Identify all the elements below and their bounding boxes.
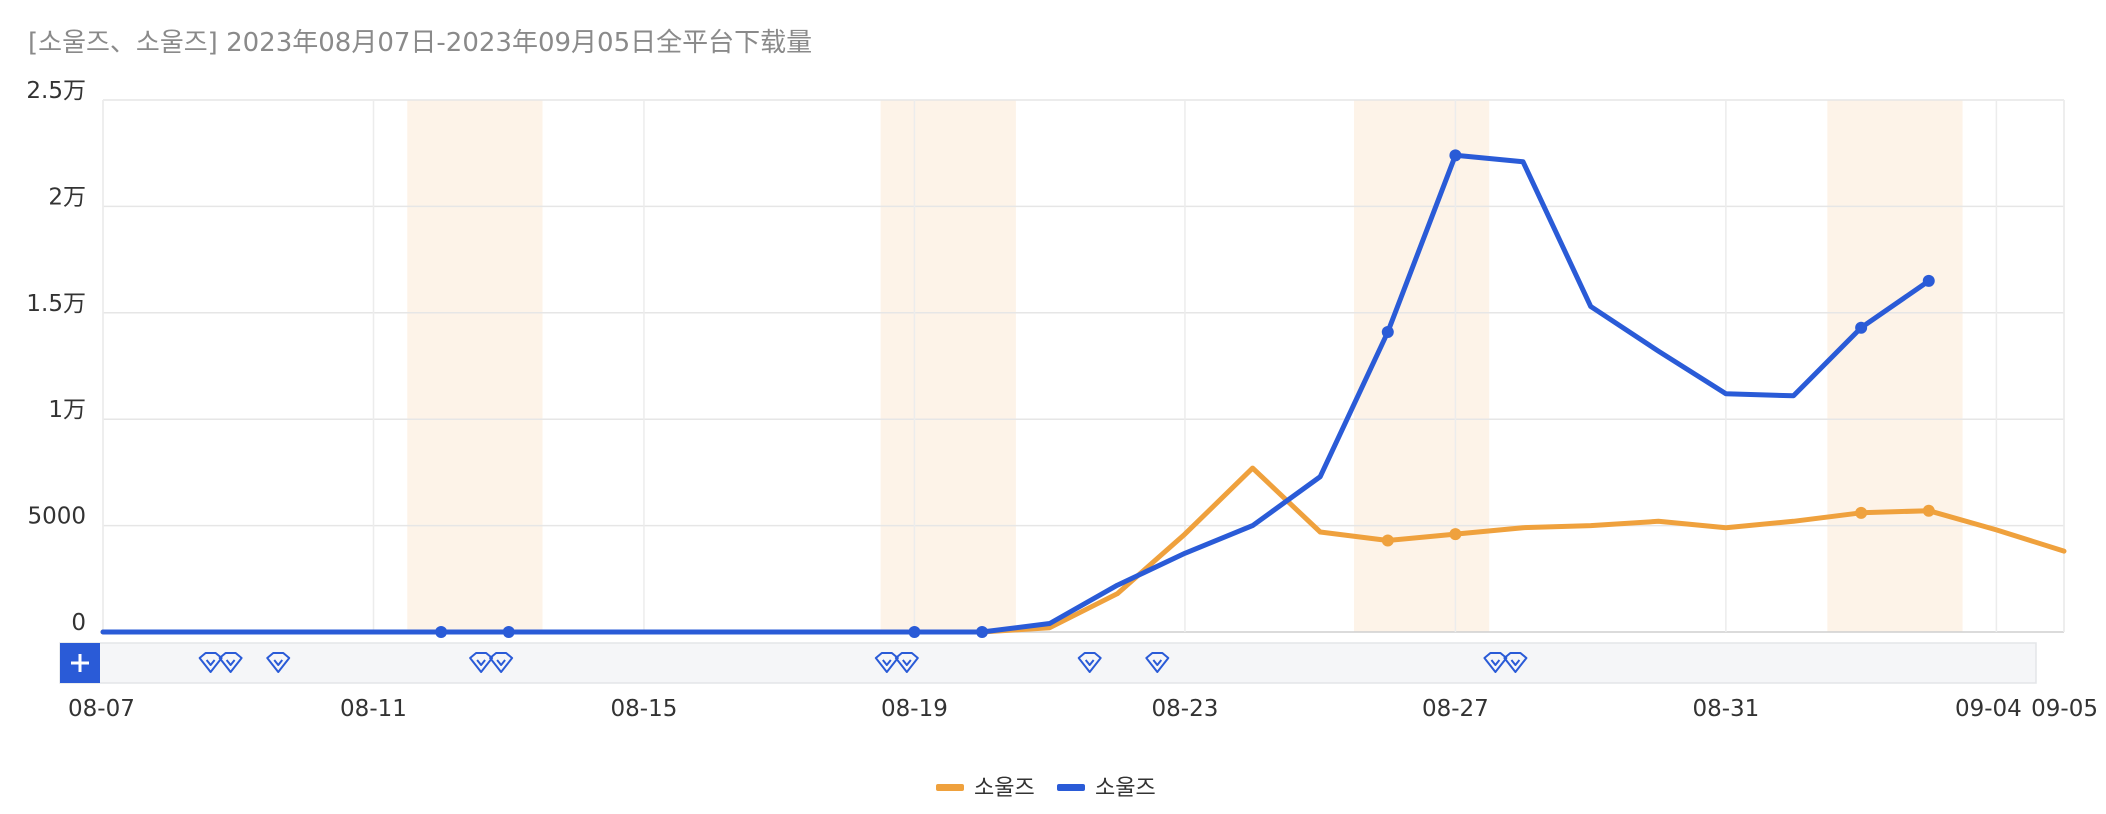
y-tick-label: 2万 xyxy=(48,184,86,210)
event-strip-track[interactable] xyxy=(59,642,2037,684)
y-tick-label: 1.5万 xyxy=(26,291,86,317)
event-marker-icon[interactable] xyxy=(894,652,919,673)
grid-lines xyxy=(102,99,2065,633)
weekend-band xyxy=(1827,100,1963,632)
range-scrollbar xyxy=(59,642,2037,684)
x-tick-label: 08-11 xyxy=(340,696,407,722)
event-marker-icon[interactable] xyxy=(469,652,494,673)
data-point[interactable] xyxy=(1449,149,1462,162)
x-tick-label: 08-07 xyxy=(68,696,135,722)
series-line xyxy=(100,152,1932,635)
x-axis-ticks: 08-07 08-11 08-15 08-19 08-23 08-27 08-31 09-04… xyxy=(68,696,2098,722)
data-point[interactable] xyxy=(1381,325,1394,338)
data-point[interactable] xyxy=(976,626,989,638)
data-point[interactable] xyxy=(1855,506,1868,519)
weekend-band xyxy=(1353,100,1490,632)
x-tick-label: 08-31 xyxy=(1692,696,1759,722)
legend-label[interactable]: 소울즈 xyxy=(974,776,1035,801)
chart-title: [소울즈、소울즈] 2023年08月07日-2023年09月05日全平台下载量 xyxy=(28,28,813,58)
series-line xyxy=(100,465,2067,635)
y-axis-ticks: 0 5000 1万 1.5万 2万 2.5万 xyxy=(26,78,86,636)
data-point[interactable] xyxy=(1922,274,1935,287)
data-point[interactable] xyxy=(502,626,515,638)
data-point[interactable] xyxy=(1381,534,1394,547)
y-tick-label: 2.5万 xyxy=(26,78,86,104)
data-point[interactable] xyxy=(1855,321,1868,334)
data-point[interactable] xyxy=(908,626,921,638)
weekend-band xyxy=(880,100,1016,632)
series-points xyxy=(435,149,1935,638)
data-point[interactable] xyxy=(1922,504,1935,517)
x-tick-label: 08-23 xyxy=(1152,696,1219,722)
x-tick-label: 08-27 xyxy=(1422,696,1489,722)
event-marker-icon[interactable] xyxy=(489,652,514,673)
y-tick-label: 0 xyxy=(71,610,86,636)
event-marker-icon[interactable] xyxy=(1145,652,1170,673)
event-marker-icon[interactable] xyxy=(1077,652,1102,673)
legend-swatch[interactable] xyxy=(936,784,964,791)
plus-icon xyxy=(71,654,89,672)
x-tick-label: 09-05 xyxy=(2031,696,2098,722)
data-point[interactable] xyxy=(1449,528,1462,541)
weekend-band xyxy=(407,100,543,632)
legend: 소울즈 소울즈 xyxy=(936,776,1156,801)
y-tick-label: 1万 xyxy=(48,397,86,423)
y-tick-label: 5000 xyxy=(27,504,86,530)
x-tick-label: 09-04 xyxy=(1955,696,2022,722)
legend-swatch[interactable] xyxy=(1057,784,1085,791)
event-marker-icon[interactable] xyxy=(1503,652,1528,673)
legend-label[interactable]: 소울즈 xyxy=(1095,776,1156,801)
weekend-bands xyxy=(407,100,1963,632)
event-marker-icon[interactable] xyxy=(1483,652,1508,673)
event-marker-icon[interactable] xyxy=(218,652,243,673)
event-marker-icon[interactable] xyxy=(198,652,223,673)
x-tick-label: 08-15 xyxy=(611,696,678,722)
event-marker-icon[interactable] xyxy=(874,652,899,673)
series-lines xyxy=(100,152,2067,635)
x-tick-label: 08-19 xyxy=(881,696,948,722)
data-point[interactable] xyxy=(435,626,448,638)
event-marker-icon[interactable] xyxy=(266,652,291,673)
